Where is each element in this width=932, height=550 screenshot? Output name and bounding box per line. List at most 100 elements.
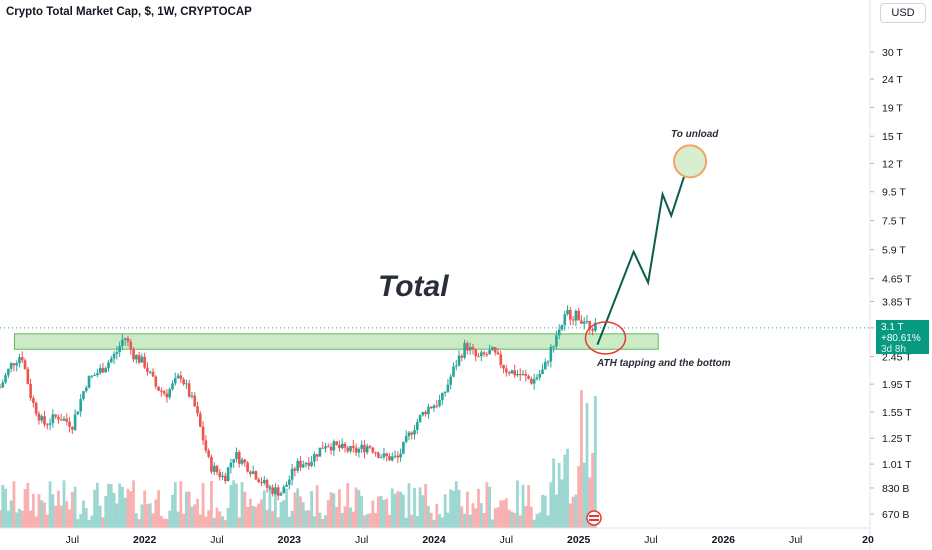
candle-body	[563, 314, 567, 325]
candle-body	[237, 452, 241, 464]
candle-body	[18, 357, 21, 364]
candle-body	[552, 346, 555, 348]
candle-body	[12, 363, 16, 366]
candle-body	[582, 321, 586, 324]
candle-body	[388, 455, 391, 461]
volume-bar	[312, 516, 316, 528]
candle-body	[346, 447, 350, 452]
candle-body	[460, 355, 464, 358]
y-tick-label: 9.5 T	[882, 187, 906, 199]
volume-bar	[70, 492, 74, 528]
candle-body	[4, 375, 7, 383]
candle-body	[185, 383, 188, 385]
currency-selector[interactable]: USD	[880, 3, 926, 23]
candle-body	[249, 471, 252, 474]
volume-bar	[15, 512, 19, 528]
y-tick-label: 830 B	[882, 483, 909, 495]
candle-body	[505, 368, 508, 373]
volume-bar	[235, 483, 238, 528]
candle-body	[34, 402, 38, 414]
candle-body	[560, 324, 564, 330]
volume-bar	[232, 480, 236, 528]
volume-bar	[563, 454, 567, 528]
volume-bar	[568, 503, 572, 528]
candle-body	[71, 427, 74, 430]
candle-body	[59, 419, 63, 421]
candle-body	[243, 459, 247, 463]
candle-body	[496, 352, 500, 355]
candle-body	[441, 392, 444, 400]
candle-body	[32, 398, 35, 403]
candle-body	[535, 377, 539, 380]
candle-body	[546, 361, 550, 363]
candle-body	[491, 347, 494, 351]
candle-body	[429, 406, 433, 409]
volume-bar	[365, 514, 369, 528]
candle-body	[285, 484, 288, 487]
candle-body	[454, 365, 458, 367]
volume-bar	[449, 489, 453, 528]
candle-body	[15, 363, 18, 366]
candle-body	[471, 347, 475, 350]
candle-body	[276, 487, 280, 496]
volume-bar	[499, 500, 503, 528]
annotation-total: Total	[378, 270, 449, 303]
candle-body	[477, 356, 480, 358]
volume-bar	[354, 487, 358, 528]
candle-body	[121, 339, 124, 346]
volume-bar	[557, 462, 561, 528]
support-zone	[13, 333, 659, 350]
volume-bar	[543, 495, 547, 528]
volume-bar	[460, 506, 464, 528]
candle-body	[585, 320, 589, 322]
candle-body	[293, 468, 297, 471]
candle-body	[530, 378, 533, 384]
volume-bar	[59, 505, 63, 528]
candle-body	[482, 352, 486, 355]
volume-bar	[68, 509, 71, 528]
candle-body	[98, 368, 102, 374]
candle-body	[171, 383, 174, 390]
candle-body	[65, 418, 69, 422]
candle-body	[352, 445, 355, 448]
volume-bar	[148, 503, 152, 528]
volume-bar	[40, 500, 44, 528]
volume-bar	[310, 491, 313, 528]
candle-body	[57, 416, 60, 420]
candle-body	[257, 479, 261, 483]
candle-body	[20, 357, 24, 361]
volume-bar	[446, 512, 450, 528]
candle-body	[29, 383, 32, 399]
x-tick-label: Jul	[789, 534, 802, 546]
volume-bar	[432, 519, 436, 528]
volume-bar	[121, 486, 124, 528]
volume-bar	[363, 515, 366, 528]
candle-body	[146, 367, 149, 372]
candle-body	[580, 320, 583, 324]
volume-bar	[502, 500, 505, 528]
candle-body	[524, 374, 528, 376]
volume-bar	[285, 488, 288, 528]
candle-body	[329, 446, 333, 451]
x-tick-label: 2024	[422, 534, 446, 546]
volume-bar	[215, 507, 219, 528]
candle-body	[324, 446, 327, 449]
candle-body	[463, 343, 466, 358]
candle-body	[288, 479, 291, 485]
candle-body	[299, 460, 302, 468]
candle-body	[265, 479, 269, 488]
x-tick-label: Jul	[500, 534, 513, 546]
volume-bar	[513, 512, 517, 528]
candle-body	[76, 411, 80, 415]
candle-body	[543, 362, 547, 370]
candle-body	[279, 493, 283, 496]
volume-bar	[143, 490, 147, 528]
candle-body	[588, 320, 592, 329]
y-tick-label: 1.25 T	[882, 433, 912, 445]
candle-body	[226, 467, 230, 482]
candle-body	[390, 456, 394, 461]
volume-bar	[132, 480, 135, 528]
volume-bar	[410, 514, 414, 528]
volume-bar	[318, 512, 322, 528]
